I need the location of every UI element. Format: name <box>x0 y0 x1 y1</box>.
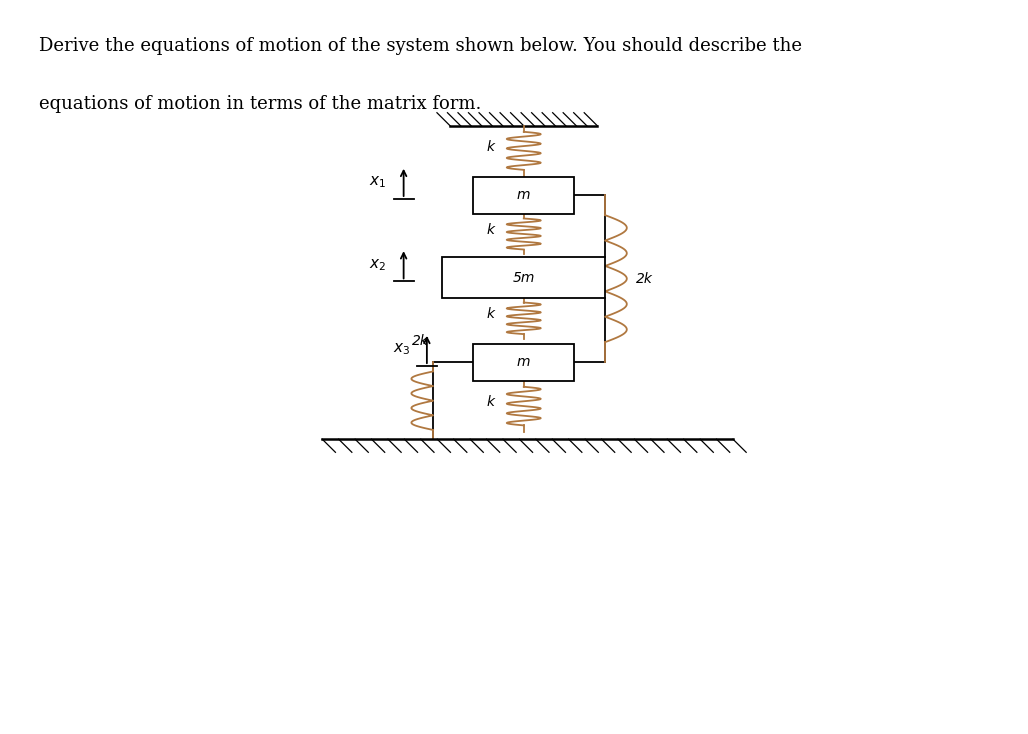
Text: 5m: 5m <box>513 271 535 285</box>
Text: equations of motion in terms of the matrix form.: equations of motion in terms of the matr… <box>39 95 481 114</box>
Bar <box>473 344 574 381</box>
Text: k: k <box>486 395 494 410</box>
Bar <box>442 258 605 297</box>
Text: Derive the equations of motion of the system shown below. You should describe th: Derive the equations of motion of the sy… <box>39 37 802 55</box>
Text: m: m <box>517 188 530 202</box>
Text: m: m <box>517 355 530 369</box>
Text: $x_3$: $x_3$ <box>393 341 410 357</box>
Text: $x_2$: $x_2$ <box>369 257 387 272</box>
Text: k: k <box>486 308 494 321</box>
Text: 2k: 2k <box>636 272 653 286</box>
Bar <box>473 177 574 214</box>
Text: 2k: 2k <box>412 334 430 348</box>
Text: k: k <box>486 140 494 154</box>
Text: $x_1$: $x_1$ <box>369 175 387 190</box>
Text: k: k <box>486 223 494 237</box>
